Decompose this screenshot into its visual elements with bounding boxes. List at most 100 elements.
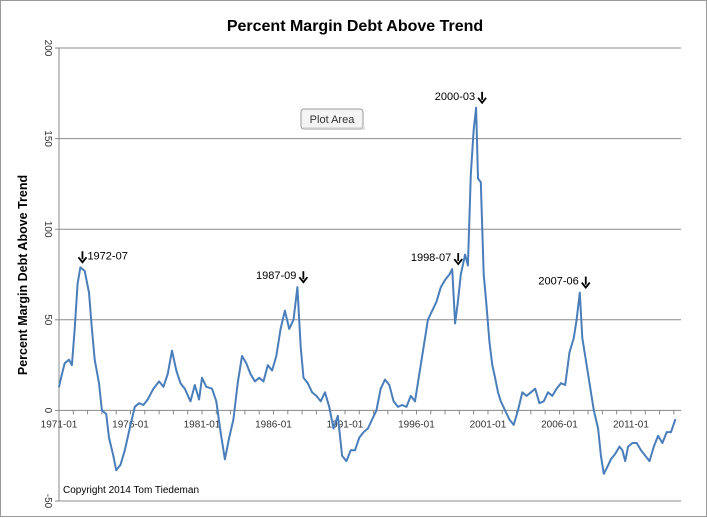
data-point	[512, 424, 515, 426]
data-point	[485, 304, 488, 307]
data-point	[345, 460, 348, 462]
data-point	[504, 409, 506, 412]
data-point	[319, 400, 322, 403]
data-point	[98, 382, 100, 385]
x-tick-label: 1986-01	[255, 419, 292, 430]
data-point	[134, 406, 136, 408]
data-point	[568, 351, 571, 354]
data-point	[76, 282, 79, 285]
data-point	[530, 391, 532, 394]
data-point	[610, 458, 612, 461]
annotation-2000-03: 2000-03	[435, 91, 487, 105]
data-point	[470, 174, 472, 176]
data-point	[573, 337, 575, 339]
data-point	[79, 266, 82, 269]
data-point	[560, 382, 562, 385]
data-point	[603, 473, 605, 475]
data-point	[491, 364, 494, 366]
arrow-head	[77, 256, 88, 264]
data-point	[551, 395, 554, 397]
data-point	[600, 454, 602, 457]
data-point	[105, 413, 107, 415]
y-tick-label: 0	[42, 408, 53, 414]
series-line	[58, 106, 677, 475]
data-point	[475, 107, 477, 109]
data-point	[605, 467, 608, 470]
data-point	[579, 291, 581, 294]
data-point	[349, 449, 352, 452]
data-point	[112, 454, 115, 457]
data-point	[542, 400, 545, 403]
plot-area-tooltip: Plot Area	[300, 108, 365, 130]
data-point	[440, 286, 442, 289]
data-point	[124, 449, 126, 452]
data-point	[341, 454, 343, 457]
data-point	[379, 387, 382, 390]
data-point	[653, 445, 655, 448]
data-point	[292, 319, 295, 321]
data-point	[631, 442, 634, 444]
data-point	[279, 328, 282, 330]
data-point	[358, 436, 361, 439]
data-point	[674, 418, 677, 421]
data-point	[205, 386, 208, 388]
data-point	[472, 128, 475, 131]
data-point	[258, 377, 261, 379]
chart-title: Percent Margin Debt Above Trend	[227, 18, 483, 35]
data-point	[534, 387, 536, 390]
data-point	[614, 453, 616, 455]
data-point	[142, 404, 145, 406]
annotation-label: 1972-07	[87, 250, 127, 262]
data-point	[254, 380, 256, 383]
data-point	[152, 387, 155, 390]
data-point	[414, 400, 416, 403]
annotation-label: 2007-06	[538, 276, 578, 288]
data-point	[448, 273, 451, 276]
data-point	[635, 442, 638, 444]
data-point	[375, 409, 378, 412]
data-point	[525, 395, 528, 397]
data-point	[228, 436, 230, 439]
data-point	[328, 406, 331, 408]
data-point	[337, 415, 339, 417]
data-point	[219, 431, 222, 433]
data-point	[644, 454, 647, 457]
y-axis-label: Percent Margin Debt Above Trend	[16, 175, 30, 375]
arrow-head	[477, 97, 487, 105]
data-point	[597, 427, 599, 430]
data-point	[119, 464, 122, 466]
data-point	[457, 300, 459, 303]
data-point	[302, 377, 305, 379]
data-point	[584, 355, 586, 357]
data-point	[517, 409, 519, 412]
data-point	[115, 469, 117, 472]
data-point	[288, 328, 291, 330]
data-point	[194, 384, 196, 386]
data-point	[354, 449, 356, 452]
data-point	[299, 346, 302, 348]
data-point	[284, 309, 286, 312]
data-point	[405, 406, 408, 408]
data-point	[224, 458, 226, 461]
x-tick-label: 2006-01	[541, 419, 578, 430]
data-point	[71, 364, 73, 366]
annotation-2007-06: 2007-06	[538, 276, 591, 290]
data-point	[296, 286, 299, 289]
data-point	[657, 435, 659, 437]
data-point	[93, 358, 96, 361]
data-point	[315, 395, 318, 397]
peak-annotations: 1972-07 1987-09 1998-07 2000-03 2007-06	[77, 91, 591, 290]
data-point	[162, 386, 165, 388]
y-tick-label: 200	[42, 40, 53, 57]
data-point	[108, 436, 110, 439]
data-point	[648, 460, 651, 462]
data-point	[547, 391, 549, 394]
data-point	[101, 409, 103, 412]
data-point	[521, 391, 524, 394]
annotation-label: 1998-07	[411, 252, 451, 264]
data-point	[497, 391, 499, 394]
data-point	[477, 177, 479, 180]
x-tick-label: 1996-01	[398, 419, 435, 430]
annotation-label: 1987-09	[256, 270, 296, 282]
